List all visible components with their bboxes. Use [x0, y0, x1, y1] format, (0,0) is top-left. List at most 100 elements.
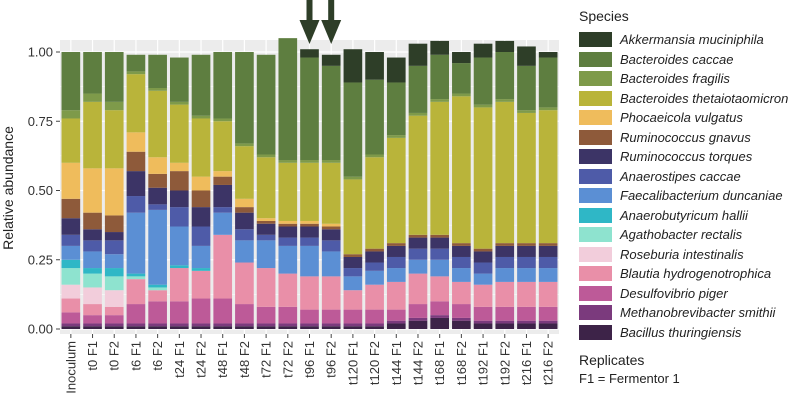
- legend-items: Akkermansia muciniphila Bacteroides cacca…: [579, 30, 800, 342]
- legend-item: Agathobacter rectalis: [579, 225, 800, 245]
- bar-segment: [278, 326, 298, 329]
- y-tick-label: 0.00: [28, 322, 53, 337]
- bar-segment: [365, 323, 384, 327]
- legend-label: Anaerostipes caccae: [620, 168, 741, 184]
- bar-segment: [169, 301, 189, 324]
- bar-segment: [126, 323, 146, 327]
- bar-segment: [83, 93, 102, 102]
- bar-segment: [256, 326, 276, 329]
- x-tick-label: t0 F1: [85, 341, 100, 371]
- bar-segment: [83, 101, 102, 169]
- bar-segment: [408, 43, 428, 66]
- legend-swatch: [579, 32, 612, 48]
- bar-segment: [386, 323, 406, 329]
- bar-segment: [300, 57, 319, 161]
- bar-stack: [213, 52, 233, 329]
- bar-segment: [83, 229, 102, 241]
- bar-segment: [213, 234, 233, 299]
- bar-segment: [321, 323, 341, 327]
- bar-segment: [278, 306, 298, 324]
- bar-segment: [278, 162, 298, 221]
- bar-segment: [104, 315, 124, 324]
- bar-stack: [452, 52, 471, 329]
- bar-segment: [126, 279, 146, 305]
- bar-segment: [452, 245, 471, 257]
- bar-segment: [343, 179, 363, 255]
- bar-segment: [104, 52, 124, 102]
- bar-segment: [300, 162, 319, 221]
- bar-segment: [61, 323, 81, 327]
- bar-segment: [256, 220, 276, 224]
- bar-stack: [408, 43, 428, 329]
- bar-segment: [365, 262, 384, 271]
- bar-segment: [430, 99, 450, 102]
- bar-segment: [104, 276, 124, 291]
- legend-item: Phocaeicola vulgatus: [579, 108, 800, 128]
- legend-label: Bacteroides caccae: [620, 51, 734, 67]
- bar-segment: [169, 268, 189, 302]
- bar-segment: [61, 259, 81, 269]
- bar-stack: [83, 52, 102, 329]
- legend-swatch: [579, 71, 612, 87]
- bar-segment: [235, 143, 254, 147]
- bar-segment: [300, 326, 319, 329]
- bar-stack: [365, 52, 384, 329]
- legend-item: Blautia hydrogenotrophica: [579, 264, 800, 284]
- bar-segment: [169, 323, 189, 327]
- bar-segment: [83, 168, 102, 213]
- bar-segment: [191, 298, 211, 324]
- bar-segment: [148, 287, 167, 291]
- bar-segment: [191, 323, 211, 327]
- bar-segment: [430, 259, 450, 277]
- bar-segment: [61, 268, 81, 285]
- bar-segment: [213, 171, 233, 177]
- bar-segment: [148, 173, 167, 188]
- bar-segment: [473, 57, 493, 105]
- legend-swatch: [579, 285, 612, 301]
- bar-segment: [300, 223, 319, 227]
- bar-segment: [126, 196, 146, 213]
- bar-segment: [126, 304, 146, 324]
- bar-segment: [343, 309, 363, 324]
- bar-segment: [83, 251, 102, 269]
- legend-swatch: [579, 129, 612, 145]
- bar-segment: [473, 251, 493, 263]
- bar-segment: [169, 57, 189, 102]
- bar-segment: [104, 110, 124, 169]
- bar-stack: [473, 43, 493, 329]
- bar-segment: [83, 304, 102, 316]
- bar-segment: [365, 157, 384, 249]
- legend-item: Desulfovibrio piger: [579, 284, 800, 304]
- legend-label: Roseburia intestinalis: [620, 246, 744, 262]
- bar-segment: [321, 240, 341, 252]
- legend-swatch: [579, 149, 612, 165]
- bar-segment: [538, 320, 558, 324]
- bar-segment: [495, 268, 515, 282]
- bar-segment: [365, 270, 384, 285]
- bar-segment: [213, 207, 233, 213]
- bar-segment: [235, 262, 254, 305]
- arrow-shaft: [306, 0, 313, 22]
- legend-item: Ruminococcus torques: [579, 147, 800, 167]
- x-tick-label: t96 F2: [324, 341, 339, 378]
- legend-swatch: [579, 90, 612, 106]
- bar-segment: [517, 65, 536, 111]
- bar-segment: [213, 184, 233, 208]
- bar-segment: [365, 309, 384, 324]
- bar-segment: [473, 306, 493, 321]
- bar-segment: [256, 268, 276, 307]
- bar-segment: [169, 265, 189, 269]
- bar-segment: [104, 290, 124, 307]
- legend-swatch: [579, 168, 612, 184]
- bar-segment: [300, 226, 319, 238]
- bar-segment: [104, 232, 124, 241]
- bar-segment: [495, 256, 515, 269]
- bar-segment: [61, 118, 81, 163]
- bar-segment: [452, 256, 471, 269]
- bar-segment: [408, 237, 428, 249]
- bar-segment: [104, 323, 124, 327]
- bar-segment: [321, 309, 341, 324]
- bar-segment: [278, 226, 298, 238]
- legend-swatch: [579, 246, 612, 262]
- bar-segment: [235, 326, 254, 329]
